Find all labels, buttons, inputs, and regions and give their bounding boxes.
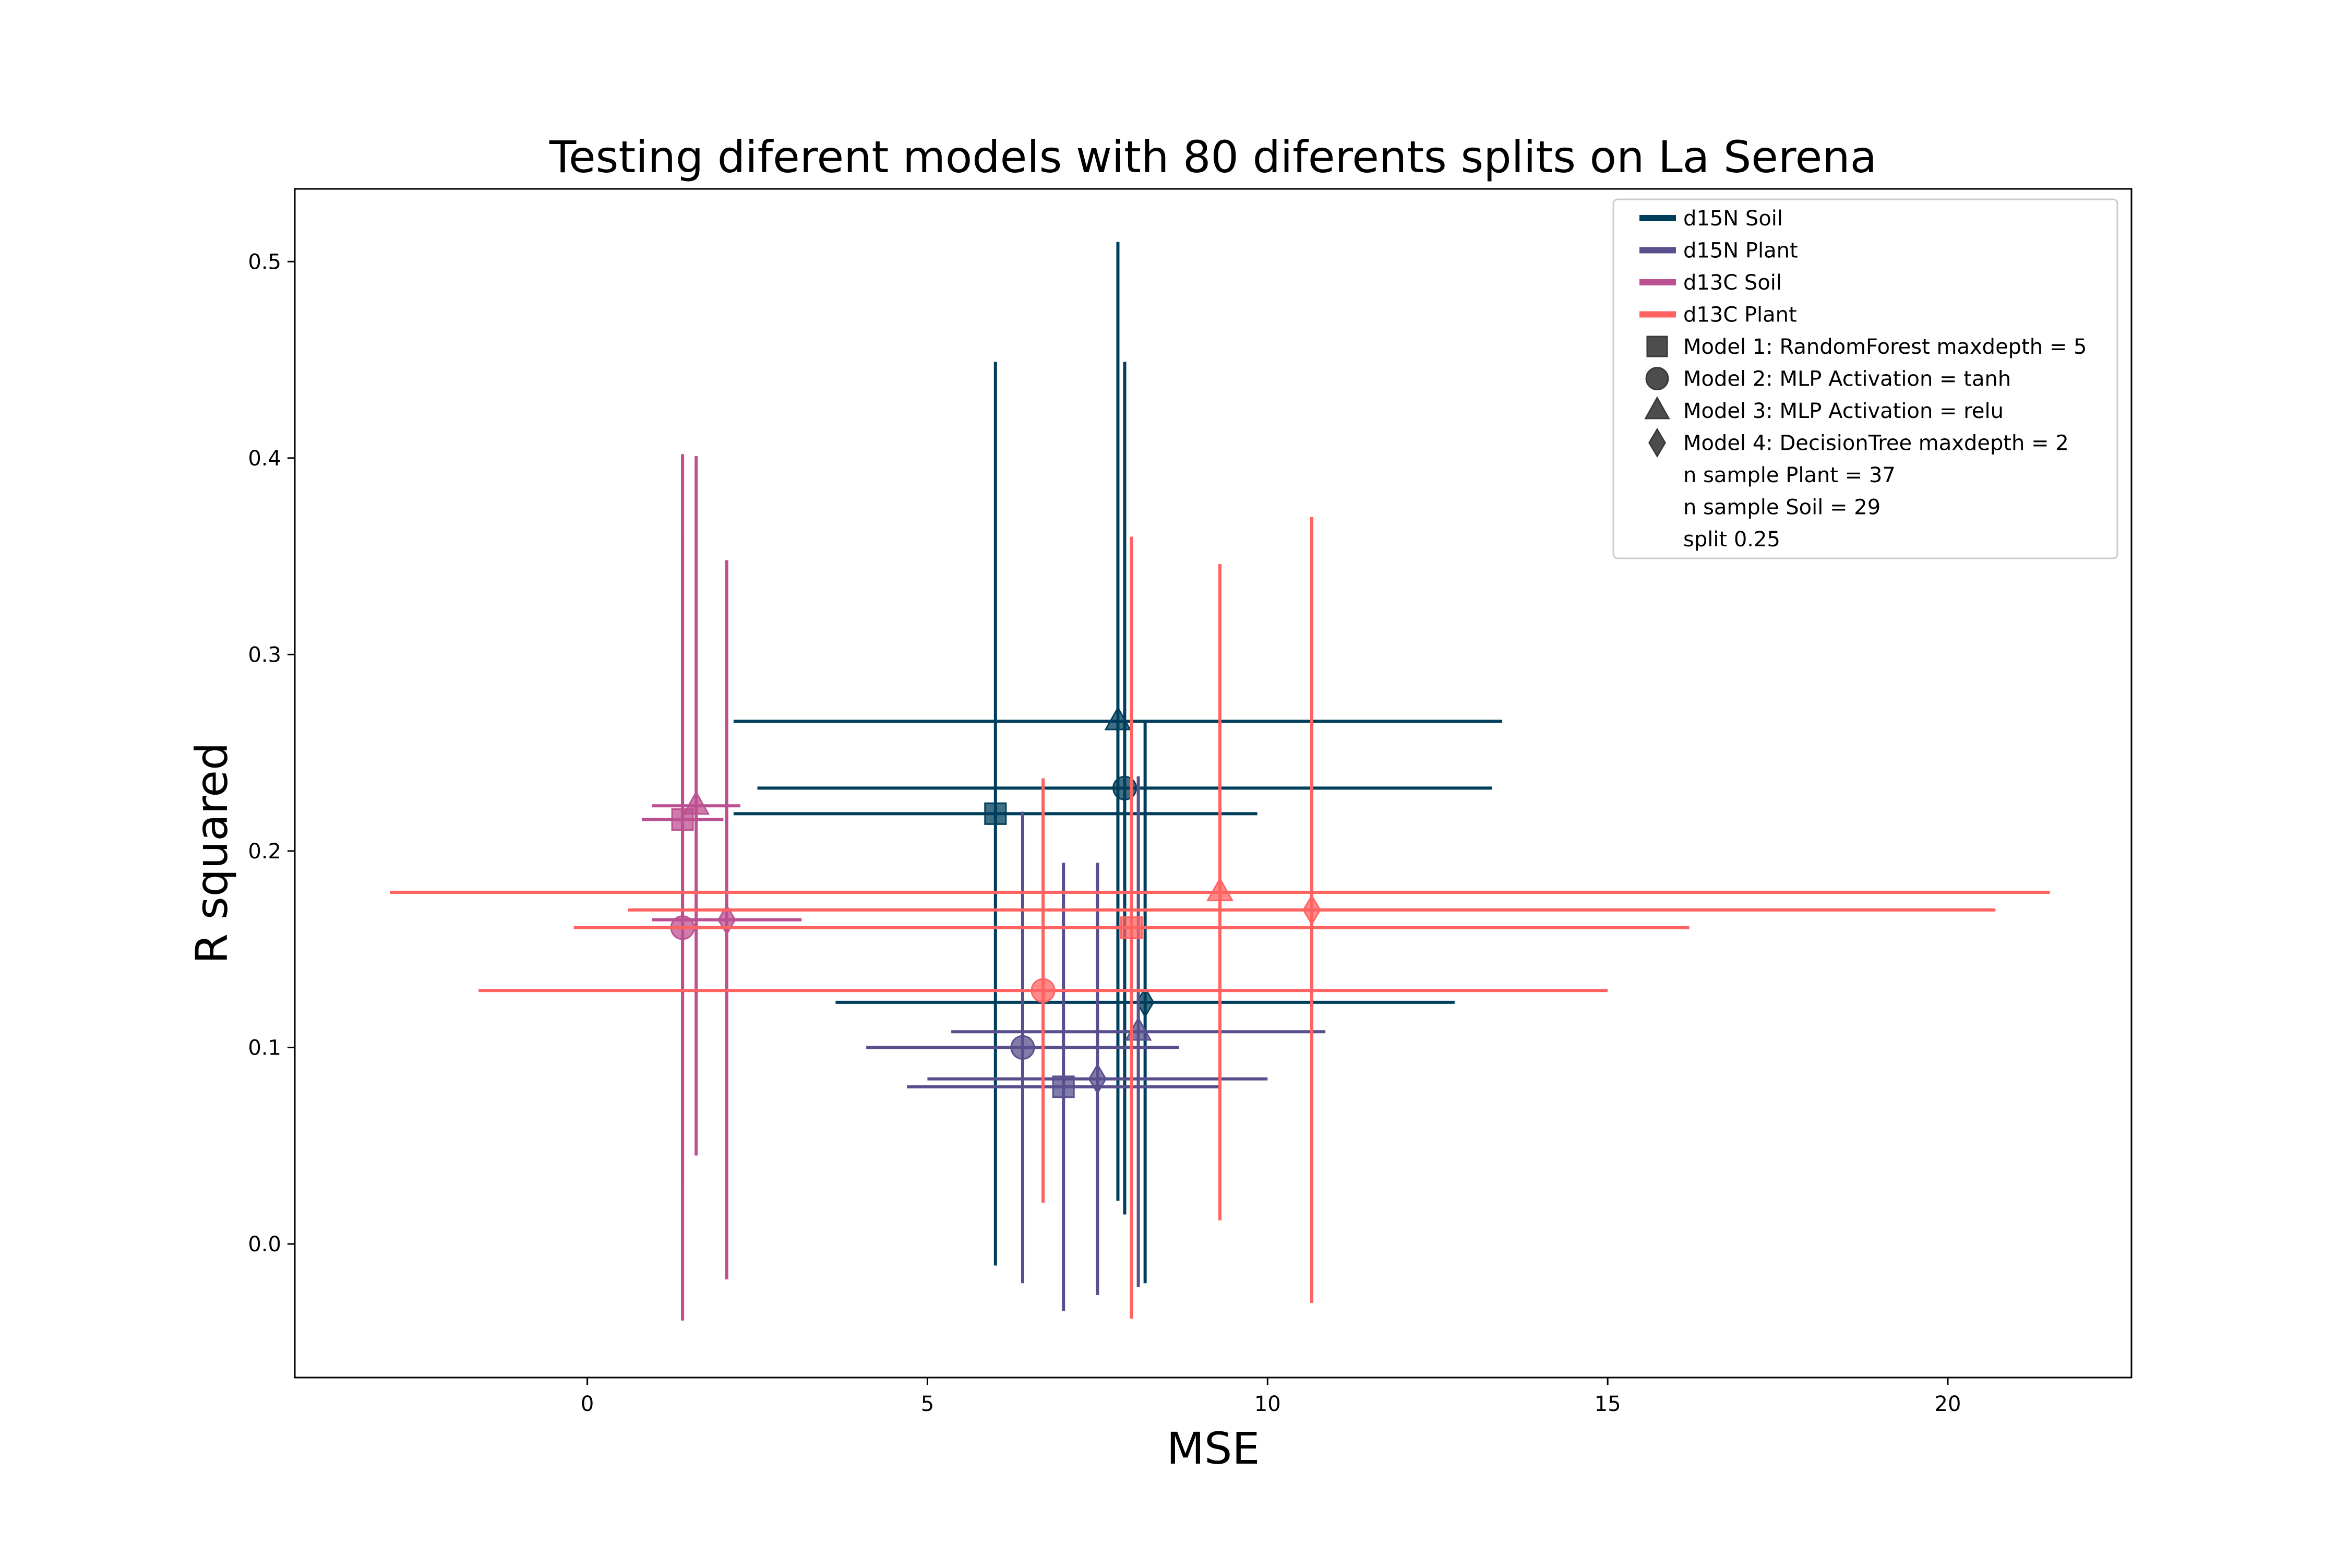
y-tick-label: 0.1 [248,1036,281,1060]
x-tick-label: 15 [1595,1392,1621,1416]
data-point-diamond [1088,1063,1107,1095]
chart-title: Testing diferent models with 80 diferent… [549,131,1877,183]
x-tick-label: 0 [581,1392,594,1416]
data-point-triangle [1104,706,1132,731]
y-tick-label: 0.0 [248,1232,281,1256]
legend-note: n sample Soil = 29 [1683,496,1880,520]
plot-marks [390,242,2050,1321]
legend-model-label: Model 3: MLP Activation = relu [1683,399,2004,423]
data-point-square [984,802,1007,825]
y-tick-label: 0.4 [248,447,281,471]
legend-model-label: Model 2: MLP Activation = tanh [1683,367,2011,391]
legend-marker-square [1646,336,1668,357]
y-tick-label: 0.5 [248,250,281,274]
legend-series-label: d13C Soil [1683,271,1782,295]
series-d13c-plant [390,517,2050,1319]
data-point-square [1052,1075,1075,1098]
legend-marker-circle [1645,367,1669,390]
x-tick-label: 20 [1935,1392,1961,1416]
x-axis-label: MSE [1167,1423,1260,1474]
x-tick-label: 5 [921,1392,934,1416]
y-tick-label: 0.3 [248,643,281,667]
data-point-triangle [682,791,710,815]
legend-box [1612,198,2118,559]
legend-note: n sample Plant = 37 [1683,463,1896,487]
legend-series-label: d13C Plant [1683,303,1797,327]
legend-series-label: d15N Soil [1683,207,1783,231]
data-point-diamond [1302,894,1321,926]
axis-ticks: 0 5 10 15 20 0.0 0.1 0.2 0.3 0.4 0.5 [248,250,1961,1416]
legend-marker-triangle [1644,396,1670,420]
y-tick-label: 0.2 [248,840,281,864]
legend-series-label: d15N Plant [1683,239,1798,263]
legend-model-label: Model 4: DecisionTree maxdepth = 2 [1683,432,2069,456]
data-point-triangle [1206,877,1234,902]
x-tick-label: 10 [1254,1392,1281,1416]
data-point-square [671,808,694,831]
legend-note: split 0.25 [1683,528,1780,552]
data-point-circle [1010,1035,1035,1060]
legend: d15N Soil d15N Plant d13C Soil d13C Plant Mo… [1612,198,2118,559]
data-point-circle [1031,978,1056,1003]
plot-area-frame [294,188,2133,1379]
legend-marker-diamond [1648,427,1666,458]
data-point-square [1120,916,1143,939]
legend-model-label: Model 1: RandomForest maxdepth = 5 [1683,335,2087,359]
y-axis-label: R squared [186,743,237,964]
